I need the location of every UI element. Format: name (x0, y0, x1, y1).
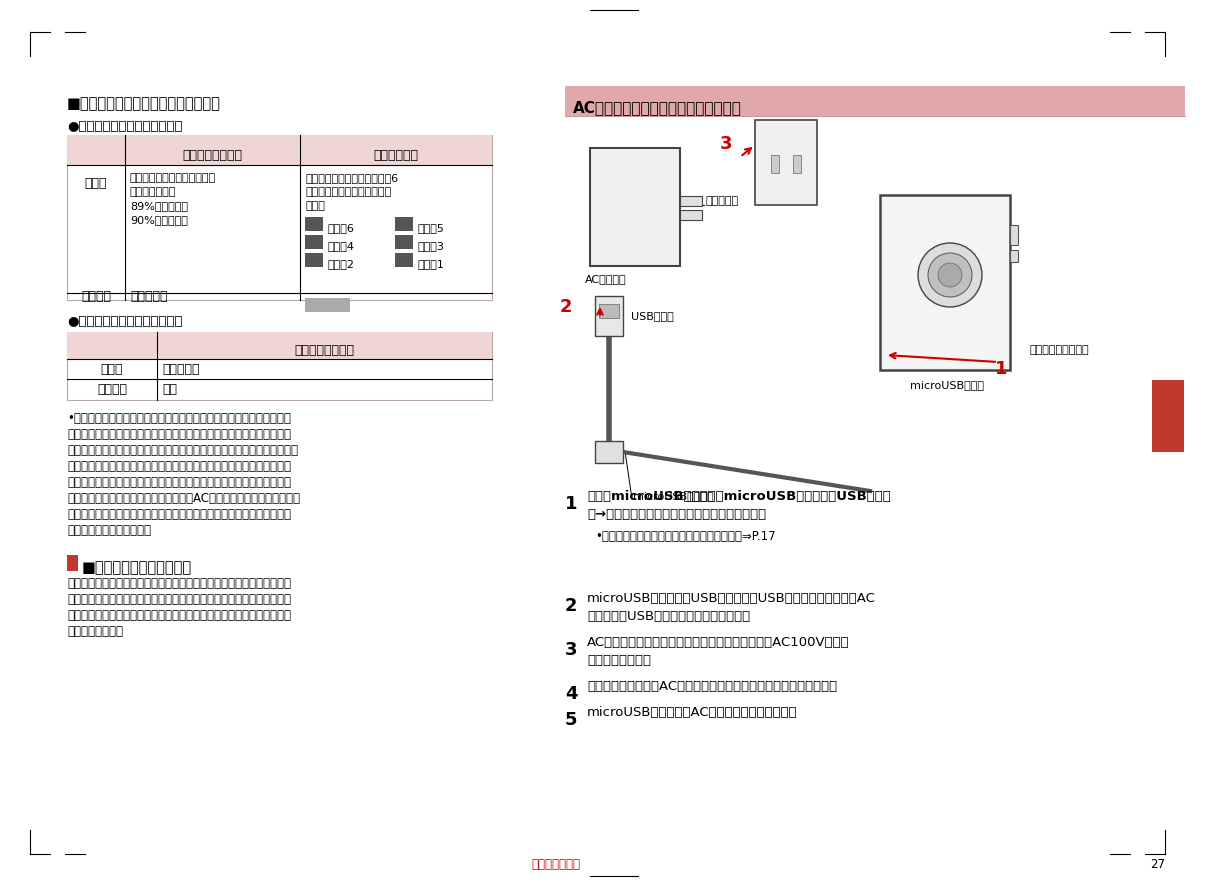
Bar (305, 235, 323, 249)
Bar (680, 210, 702, 220)
Bar (68, 332, 492, 400)
Bar (596, 441, 623, 463)
Text: レベル3: レベル3 (418, 241, 443, 251)
Text: USBプラグ: USBプラグ (631, 311, 674, 321)
Text: ます。: ます。 (305, 201, 325, 211)
Text: 赤色で点灯: 赤色で点灯 (162, 362, 199, 376)
Text: 充電量によって、以下のよう
に点灯します。
89%以下：赤色
90%以上：緑色: 充電量によって、以下のよう に点灯します。 89%以下：赤色 90%以上：緑色 (130, 173, 216, 225)
Circle shape (919, 243, 982, 307)
Text: 4: 4 (565, 685, 577, 703)
Bar (305, 217, 323, 231)
Bar (68, 135, 492, 165)
Text: 点灯しない場合がありますが、充電自体は開始されています。もし、: 点灯しない場合がありますが、充電自体は開始されています。もし、 (68, 444, 298, 457)
Text: ACアダプタケーブルを使って充電する: ACアダプタケーブルを使って充電する (573, 100, 742, 115)
Text: 充電完了: 充電完了 (81, 290, 111, 302)
Text: ださい。再び同じ動作をする場合はACアダプタ、幌上ホルダや電池: ださい。再び同じ動作をする場合はACアダプタ、幌上ホルダや電池 (68, 492, 300, 505)
Bar (793, 155, 801, 173)
Bar (395, 217, 413, 231)
Text: 付属のmicroUSBケーブルのmicroUSBプラグを、USBマーク
（→）を上にして外部接続端子に水平に差し込む: 付属のmicroUSBケーブルのmicroUSBプラグを、USBマーク （→）を… (587, 490, 890, 521)
Bar (1009, 225, 1018, 245)
Text: ●端末の電源が切れている場合: ●端末の電源が切れている場合 (68, 315, 183, 328)
Text: 3: 3 (720, 135, 732, 153)
Text: 充電が完了したら、ACアダプタの電源プラグをコンセントから抜く: 充電が完了したら、ACアダプタの電源プラグをコンセントから抜く (587, 680, 837, 693)
Text: レベル6: レベル6 (327, 223, 354, 233)
Text: microUSBケーブルのUSBプラグを、USBマークを手前にしてAC
アダプタのUSBコネクタに水平に差し込む: microUSBケーブルのUSBプラグを、USBマークを手前にしてAC アダプタ… (587, 592, 876, 623)
Text: レベル4: レベル4 (327, 241, 354, 251)
Text: 充電完了: 充電完了 (97, 383, 126, 395)
Bar (68, 332, 492, 359)
Bar (68, 135, 492, 300)
Text: 充電中: 充電中 (101, 362, 123, 376)
Bar (395, 253, 413, 267)
Bar (596, 296, 623, 336)
Bar (755, 120, 817, 205)
Bar (771, 155, 779, 173)
Text: 電池が切れそうになると、充電を促すメッセージが表示されます。電池: 電池が切れそうになると、充電を促すメッセージが表示されます。電池 (68, 577, 291, 590)
Text: 着信／充電ランプ: 着信／充電ランプ (293, 344, 354, 356)
Text: ■電池が切れそうになると: ■電池が切れそうになると (82, 561, 192, 576)
Text: 1: 1 (995, 360, 1007, 378)
Bar (68, 555, 79, 571)
Text: 電源が切れます。: 電源が切れます。 (68, 625, 123, 638)
Text: までを切り替えながら表示し: までを切り替えながら表示し (305, 187, 392, 197)
Bar (305, 253, 323, 267)
Text: 電池が切れた状態で充電を開始すると、着信／充電ランプがすぐに: 電池が切れた状態で充電を開始すると、着信／充電ランプがすぐに (68, 428, 291, 441)
Text: ■充電中・充電完了時の表示について: ■充電中・充電完了時の表示について (68, 96, 221, 111)
Text: ご使用前の確認: ご使用前の確認 (530, 858, 580, 871)
Bar (680, 196, 702, 206)
Bar (395, 235, 413, 249)
Text: 2: 2 (560, 298, 572, 316)
Bar (599, 304, 619, 318)
Text: ら電池パックを一度外し、再度取り付けてから充電をやり直してく: ら電池パックを一度外し、再度取り付けてから充電をやり直してく (68, 476, 291, 489)
Text: 残量がさらに少なくなると、着信／充電ランプがゆっくりと赤く点滅し: 残量がさらに少なくなると、着信／充電ランプがゆっくりと赤く点滅し (68, 593, 291, 606)
Circle shape (938, 263, 962, 287)
Text: 5: 5 (565, 711, 577, 729)
Bar (1009, 250, 1018, 262)
Bar (589, 148, 680, 266)
Text: ●端末の電源が入っている場合: ●端末の電源が入っている場合 (68, 120, 183, 133)
Text: •　端末の電源を切っているときは、電池アイコンは表示されません。: • 端末の電源を切っているときは、電池アイコンは表示されません。 (68, 412, 291, 425)
Text: パックの異常や故障が考えられますので、ドコモショップなど窓口: パックの異常や故障が考えられますので、ドコモショップなど窓口 (68, 508, 291, 521)
Text: 現在の電池レベルからレベル6: 現在の電池レベルからレベル6 (305, 173, 398, 183)
Text: microUSBプラグ: microUSBプラグ (910, 380, 984, 390)
Bar (305, 298, 350, 312)
Text: レベル5: レベル5 (418, 223, 443, 233)
Text: 消灯: 消灯 (162, 383, 177, 395)
Text: 電源プラグ: 電源プラグ (705, 196, 738, 206)
Text: 着信／充電ランプ: 着信／充電ランプ (182, 149, 242, 161)
Text: 緑色で点灯: 緑色で点灯 (130, 290, 167, 302)
Text: 1: 1 (565, 495, 577, 513)
Text: •　外部接続端子カバーの開けかたについては⇒P.17: • 外部接続端子カバーの開けかたについては⇒P.17 (596, 530, 776, 543)
Text: 2: 2 (565, 597, 577, 615)
Text: 3: 3 (565, 641, 577, 659)
Text: レベル2: レベル2 (327, 259, 354, 269)
Text: 電池アイコン: 電池アイコン (373, 149, 419, 161)
Text: 充電中: 充電中 (85, 176, 107, 190)
Text: レベル1: レベル1 (418, 259, 443, 269)
Text: microUSBケーブルをACアダプタと端末から抜く: microUSBケーブルをACアダプタと端末から抜く (587, 706, 798, 719)
Text: 充電開始後に着信／充電ランプが長時間点灯しない場合は、端末か: 充電開始後に着信／充電ランプが長時間点灯しない場合は、端末か (68, 460, 291, 473)
Bar (880, 195, 1009, 370)
Text: ACアダプタの電源プラグを起こし、家庭用などのAC100Vのコン
セントへ差し込む: ACアダプタの電源プラグを起こし、家庭用などのAC100Vのコン セントへ差し込… (587, 636, 850, 667)
Text: ます。電池残量がなくなると、電源を切る旨のメッセージが表示され、: ます。電池残量がなくなると、電源を切る旨のメッセージが表示され、 (68, 609, 291, 622)
Bar (565, 86, 1185, 116)
Text: microUSBケーブル: microUSBケーブル (632, 491, 713, 501)
Bar (1152, 380, 1184, 452)
Text: までご相談ください。: までご相談ください。 (68, 524, 151, 537)
Text: ACアダプタ: ACアダプタ (585, 274, 626, 284)
Circle shape (928, 253, 973, 297)
Text: 外部接続端子カバー: 外部接続端子カバー (1030, 345, 1089, 355)
Text: 27: 27 (1149, 858, 1165, 871)
